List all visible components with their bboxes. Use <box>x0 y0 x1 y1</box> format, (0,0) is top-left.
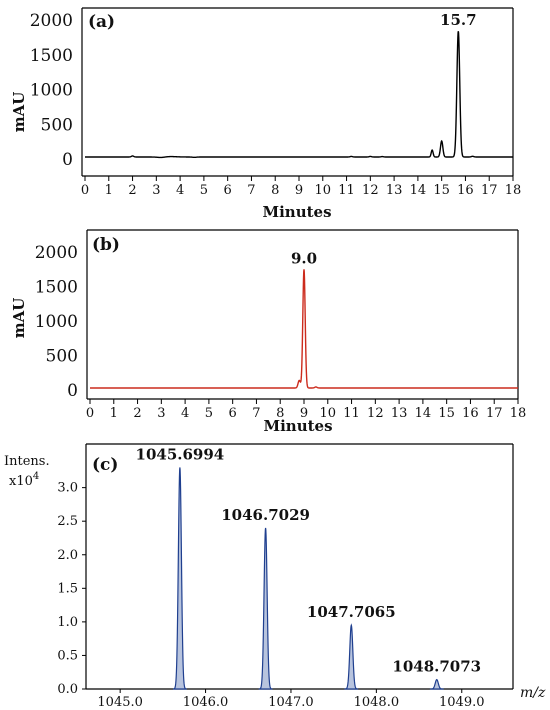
panel-c-peak-label: 1045.6994 <box>136 445 225 463</box>
panel-b-label: (b) <box>92 235 120 255</box>
panel-b-x-tick-label: 1 <box>110 406 118 421</box>
panel-b-x-tick-label: 15 <box>438 406 455 421</box>
panel-b-y-tick-label: 0 <box>67 381 78 401</box>
panel-b-peak-label: 9.0 <box>291 249 317 267</box>
panel-a-x-tick-label: 4 <box>176 183 184 198</box>
panel-c-y-tick-label: 0.0 <box>57 682 78 697</box>
panel-a-x-tick-label: 16 <box>457 183 474 198</box>
panel-a: 0 1 2 3 4 5 6 7 8 9 10 11 12 13 14 15 16 17 18 05001000150… <box>10 7 521 221</box>
panel-a-x-tick-label: 10 <box>315 183 332 198</box>
panel-a-x-axis-title: Minutes <box>262 203 331 221</box>
panel-a-x-tick-label: 2 <box>128 183 136 198</box>
panel-c-y-ticks: 0.0 0.5 1.0 1.5 2.0 2.5 3.0 <box>57 481 86 697</box>
panel-c-x-axis-title: m/z <box>520 685 546 701</box>
panel-b: 0 1 2 3 4 5 6 7 8 9 10 11 12 13 14 15 16 17 18 05001000150… <box>10 229 526 435</box>
panel-b-x-tick-label: 16 <box>462 406 479 421</box>
panel-a-x-tick-label: 0 <box>81 183 89 198</box>
panel-b-x-tick-label: 7 <box>252 406 260 421</box>
panel-c-peak <box>258 527 273 690</box>
panel-a-peak-label: 15.7 <box>440 11 477 29</box>
panel-a-y-tick-labels: 0 500 1000 1500 2000 <box>30 11 73 170</box>
panel-b-x-tick-label: 5 <box>205 406 213 421</box>
panel-b-chromatogram-trace <box>90 269 518 389</box>
panel-a-x-tick-label: 3 <box>152 183 160 198</box>
panel-b-x-tick-label: 11 <box>343 406 360 421</box>
panel-b-x-tick-label: 14 <box>415 406 432 421</box>
panel-b-x-axis-title: Minutes <box>263 417 332 435</box>
panel-c-peaks: 1045.6994 1046.7029 1047.7065 1048.7073 <box>136 445 481 690</box>
panel-b-y-tick-labels: 0 500 1000 1500 2000 <box>35 243 78 401</box>
panel-b-y-tick-label: 1500 <box>35 278 78 298</box>
panel-b-x-tick-label: 0 <box>86 406 94 421</box>
panel-b-y-tick-label: 2000 <box>35 243 78 263</box>
panel-b-x-tick-label: 8 <box>276 406 284 421</box>
panel-a-x-ticks: 0 1 2 3 4 5 6 7 8 9 10 11 12 13 14 15 16 17 18 <box>81 176 521 198</box>
panel-b-x-tick-label: 17 <box>486 406 503 421</box>
panel-c-y-axis-unit: x104 <box>9 471 39 489</box>
panel-b-x-tick-label: 6 <box>229 406 237 421</box>
panel-b-x-tick-label: 10 <box>320 406 337 421</box>
panel-c: 1045.0 1046.0 1047.0 1048.0 1049.0 0.0 0.5 1.0… <box>4 443 546 710</box>
panel-c-peak-label: 1046.7029 <box>221 506 310 524</box>
panel-c-peak-label: 1047.7065 <box>307 603 396 621</box>
panel-a-x-tick-label: 18 <box>505 183 522 198</box>
panel-b-x-ticks: 0 1 2 3 4 5 6 7 8 9 10 11 12 13 14 15 16 17 18 <box>86 399 526 421</box>
panel-c-y-tick-label: 3.0 <box>57 481 78 496</box>
panel-c-y-tick-label: 1.0 <box>57 615 78 630</box>
panel-a-x-tick-label: 14 <box>410 183 427 198</box>
panel-b-x-tick-label: 2 <box>133 406 141 421</box>
panel-a-x-tick-label: 7 <box>247 183 255 198</box>
panel-a-label: (a) <box>88 12 115 32</box>
panel-a-x-tick-label: 11 <box>338 183 355 198</box>
panel-a-x-tick-label: 6 <box>224 183 232 198</box>
panel-a-y-axis-title: mAU <box>10 92 28 133</box>
panel-c-peak <box>172 467 187 690</box>
panel-c-x-ticks: 1045.0 1046.0 1047.0 1048.0 1049.0 <box>97 689 485 710</box>
panel-a-x-tick-label: 13 <box>386 183 403 198</box>
panel-a-x-tick-label: 8 <box>271 183 279 198</box>
panel-c-y-axis-unit-base: x10 <box>9 474 33 489</box>
panel-a-x-tick-label: 17 <box>481 183 498 198</box>
panel-c-x-tick-label: 1049.0 <box>439 695 485 710</box>
panel-b-y-axis-title: mAU <box>10 298 28 339</box>
panel-a-y-tick-label: 1500 <box>30 46 73 66</box>
panel-c-x-tick-label: 1047.0 <box>268 695 314 710</box>
panel-a-y-tick-label: 2000 <box>30 11 73 31</box>
panel-c-y-tick-label: 2.5 <box>57 514 78 529</box>
panel-b-y-tick-label: 1000 <box>35 312 78 332</box>
panel-a-chromatogram-trace <box>85 31 513 159</box>
panel-c-x-tick-label: 1046.0 <box>183 695 229 710</box>
panel-b-x-tick-label: 9 <box>300 406 308 421</box>
panel-c-label: (c) <box>92 455 118 475</box>
panel-c-y-tick-label: 2.0 <box>57 548 78 563</box>
panel-a-y-tick-label: 1000 <box>30 81 73 101</box>
panel-b-y-tick-label: 500 <box>46 347 78 367</box>
panel-c-y-axis-title: Intens. <box>4 454 50 469</box>
panel-c-y-tick-label: 0.5 <box>57 648 78 663</box>
panel-c-x-tick-label: 1045.0 <box>97 695 143 710</box>
panel-c-y-tick-label: 1.5 <box>57 581 78 596</box>
panel-b-x-tick-label: 3 <box>157 406 165 421</box>
panel-a-x-tick-label: 15 <box>433 183 450 198</box>
panel-c-x-tick-label: 1048.0 <box>354 695 400 710</box>
panel-a-x-tick-label: 9 <box>295 183 303 198</box>
panel-b-x-tick-label: 13 <box>391 406 408 421</box>
panel-b-x-tick-label: 4 <box>181 406 189 421</box>
panel-b-x-tick-label: 12 <box>367 406 384 421</box>
panel-a-y-tick-label: 0 <box>62 150 73 170</box>
panel-c-peak-label: 1048.7073 <box>392 658 481 676</box>
panel-a-x-tick-label: 1 <box>105 183 113 198</box>
panel-a-x-tick-label: 5 <box>200 183 208 198</box>
panel-c-peak <box>344 623 359 690</box>
panel-a-y-tick-label: 500 <box>41 115 73 135</box>
panel-c-peak <box>429 678 444 690</box>
panel-c-y-axis-unit-exponent: 4 <box>33 471 39 482</box>
panel-a-x-tick-label: 12 <box>362 183 379 198</box>
panel-b-x-tick-label: 18 <box>510 406 527 421</box>
